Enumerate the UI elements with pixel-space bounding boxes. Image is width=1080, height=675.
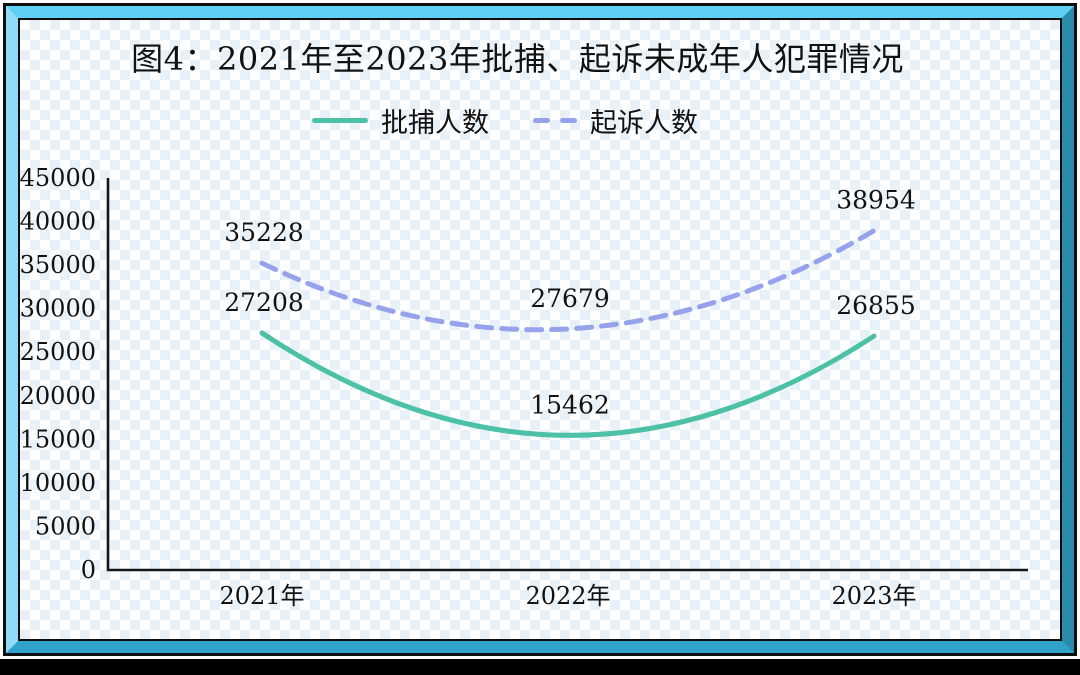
y-tick-label: 0: [81, 556, 96, 584]
series-line-prosecuted: [259, 228, 877, 333]
axis-lines: [106, 178, 1028, 572]
bottom-black-bar: [0, 659, 1080, 675]
data-label: 27208: [224, 288, 304, 317]
series-line-arrested: [259, 330, 877, 438]
legend-solid-line-icon: [312, 118, 368, 123]
y-tick-label: 20000: [20, 382, 96, 410]
y-tick-label: 10000: [20, 469, 96, 497]
y-tick-label: 5000: [35, 512, 96, 540]
y-tick-label: 30000: [20, 295, 96, 323]
data-label: 26855: [836, 291, 916, 320]
diamond-pattern-background: [20, 20, 1060, 639]
legend-label-prosecuted: 起诉人数: [590, 108, 698, 139]
data-label: 35228: [224, 218, 304, 247]
x-axis-label: 2022年: [525, 582, 610, 610]
y-tick-label: 15000: [20, 425, 96, 453]
legend-label-arrested: 批捕人数: [381, 108, 489, 139]
y-tick-label: 40000: [20, 208, 96, 236]
legend-item-arrested: 批捕人数: [312, 101, 489, 140]
x-axis-label: 2023年: [831, 582, 916, 610]
chart-title: 图4：2021年至2023年批捕、起诉未成年人犯罪情况: [131, 40, 904, 78]
y-tick-label: 45000: [20, 164, 96, 192]
y-tick-label: 35000: [20, 251, 96, 279]
y-tick-label: 25000: [20, 338, 96, 366]
legend-item-prosecuted: 起诉人数: [533, 101, 698, 140]
chart-legend: 批捕人数 起诉人数: [24, 101, 1056, 140]
data-label: 38954: [836, 186, 916, 215]
legend-dashed-line-icon: [533, 118, 577, 123]
x-axis-label: 2021年: [219, 582, 304, 610]
data-label: 27679: [530, 284, 610, 313]
data-label: 15462: [530, 390, 610, 419]
